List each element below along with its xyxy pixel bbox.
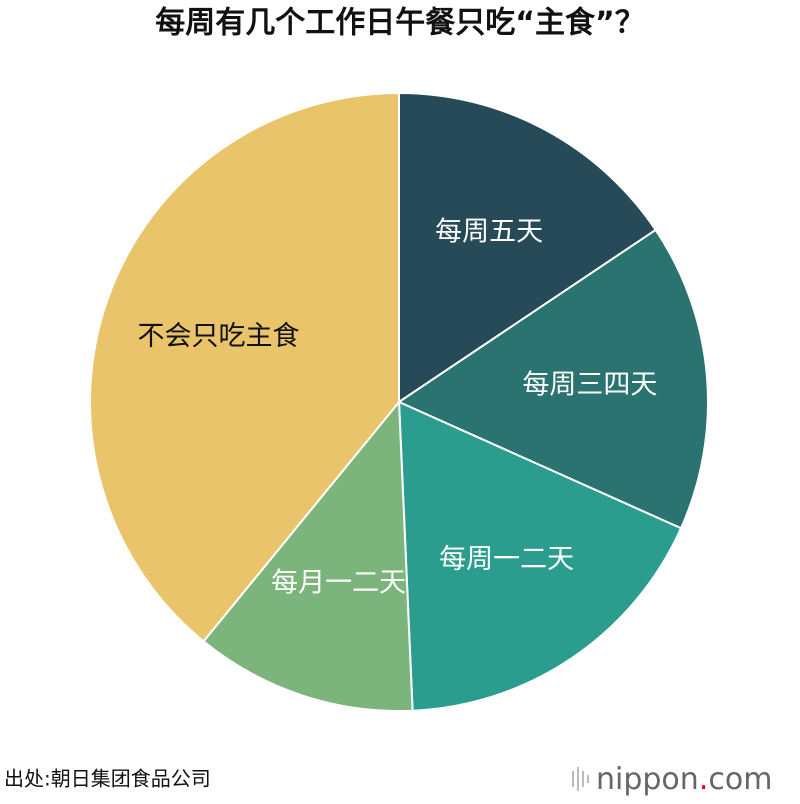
pie-slice: [202, 399, 414, 712]
slice-label: 每周五天: [435, 216, 543, 247]
slice-label: 不会只吃主食: [138, 321, 300, 352]
slice-label: 每周一二天: [439, 544, 574, 575]
logo-bars: [572, 767, 589, 791]
slice-label: 每月一二天: [271, 567, 406, 598]
chart-title: 每周有几个工作日午餐只吃“主食”？: [155, 6, 644, 41]
slice-label: 每周三四天: [522, 369, 657, 400]
pie-slice: [89, 91, 400, 643]
logo-suffix: com: [708, 762, 772, 797]
pie-slice: [397, 400, 683, 712]
source: 出处:朝日集团食品公司: [4, 767, 211, 791]
logo: nippon.com: [596, 762, 772, 797]
logo-name: nippon: [596, 762, 699, 797]
pie-slice: [398, 91, 658, 404]
pie-slice: [396, 228, 709, 530]
logo-dot: .: [699, 762, 709, 797]
